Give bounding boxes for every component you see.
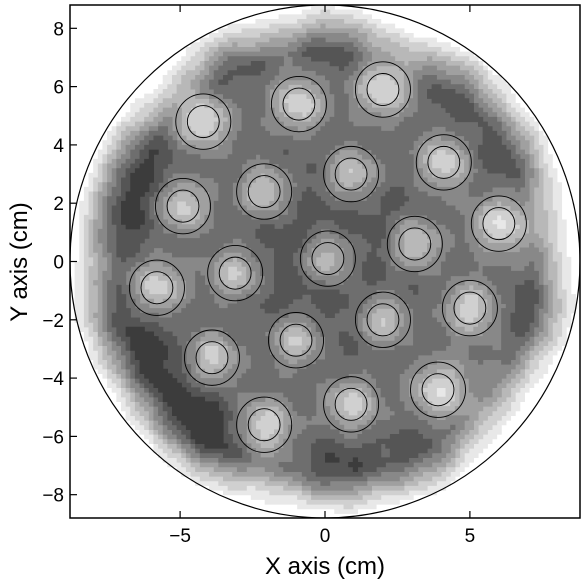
- hotspot-16-contour-2: [184, 329, 240, 386]
- hotspot-4-contour-2: [323, 145, 380, 203]
- contour-band-6: [107, 37, 544, 486]
- y-tick-label: 4: [53, 136, 64, 157]
- y-tick-label: 6: [53, 78, 64, 99]
- hotspot-16-contour-1: [195, 341, 229, 375]
- hotspot-1-contour-1: [186, 105, 220, 139]
- hotspot-17-contour-1: [421, 373, 455, 407]
- x-tick-label: 0: [320, 526, 331, 547]
- x-axis-title: X axis (cm): [265, 553, 385, 580]
- hotspot-7-contour-2: [155, 177, 211, 235]
- hotspot-12-contour-1: [140, 271, 174, 305]
- hotspot-19-contour-2: [236, 396, 293, 453]
- hotspot-17-contour-2: [410, 361, 466, 418]
- hotspot-12-contour-2: [128, 259, 185, 316]
- contour-band-5: [97, 32, 549, 491]
- hotspot-5-contour-2: [415, 134, 472, 191]
- hotspot-10-contour-2: [299, 230, 356, 287]
- hotspot-6-contour-1: [247, 175, 281, 209]
- hotspot-3-contour-2: [354, 61, 411, 118]
- hotspot-18-contour-2: [323, 376, 380, 433]
- hotspot-2-contour-2: [270, 75, 327, 133]
- hotspot-10-contour-1: [311, 242, 345, 276]
- hotspot-3-contour-1: [366, 73, 400, 107]
- contour-band-3: [88, 18, 563, 500]
- contour-field: [70, 5, 580, 518]
- y-tick-label: 2: [53, 194, 64, 215]
- hotspot-8-contour-1: [398, 227, 432, 261]
- hotspot-1-contour-2: [175, 93, 232, 150]
- hotspot-14-contour-1: [453, 291, 487, 325]
- hotspot-9-contour-1: [482, 207, 516, 241]
- contour-band-2: [83, 9, 567, 510]
- hotspot-11-contour-2: [207, 245, 264, 302]
- hotspot-18-contour-1: [334, 387, 368, 421]
- contour-band-8: [121, 149, 363, 472]
- hotspot-4-contour-1: [334, 157, 368, 191]
- hotspot-15-contour-1: [279, 323, 313, 357]
- y-tick-label: −8: [42, 486, 64, 507]
- hotspot-7-contour-1: [166, 189, 200, 223]
- hotspot-13-contour-1: [366, 303, 400, 337]
- hotspot-5-contour-1: [427, 145, 461, 179]
- hotspot-2-contour-1: [282, 87, 316, 121]
- hotspot-13-contour-2: [354, 291, 411, 348]
- axis-ticks: −5 0 5 −8 −6 −4 −2 0 2 4 6 8: [42, 5, 475, 547]
- y-tick-label: −6: [42, 427, 64, 448]
- hotspot-8-contour-2: [386, 215, 443, 273]
- y-tick-label: −2: [42, 311, 64, 332]
- x-tick-label: −5: [169, 526, 191, 547]
- hotspot-15-contour-2: [268, 312, 325, 369]
- hotspot-19-contour-1: [247, 408, 281, 442]
- y-tick-label: 0: [53, 253, 64, 274]
- y-axis-title: Y axis (cm): [6, 202, 33, 322]
- hotspot-6-contour-2: [236, 163, 293, 220]
- y-tick-label: −4: [42, 369, 64, 390]
- hotspot-14-contour-2: [441, 279, 498, 337]
- hotspot-11-contour-1: [218, 256, 252, 290]
- y-tick-label: 8: [53, 19, 64, 40]
- x-tick-label: 5: [465, 526, 476, 547]
- contour-band-4: [93, 23, 553, 496]
- hotspot-9-contour-2: [470, 195, 527, 252]
